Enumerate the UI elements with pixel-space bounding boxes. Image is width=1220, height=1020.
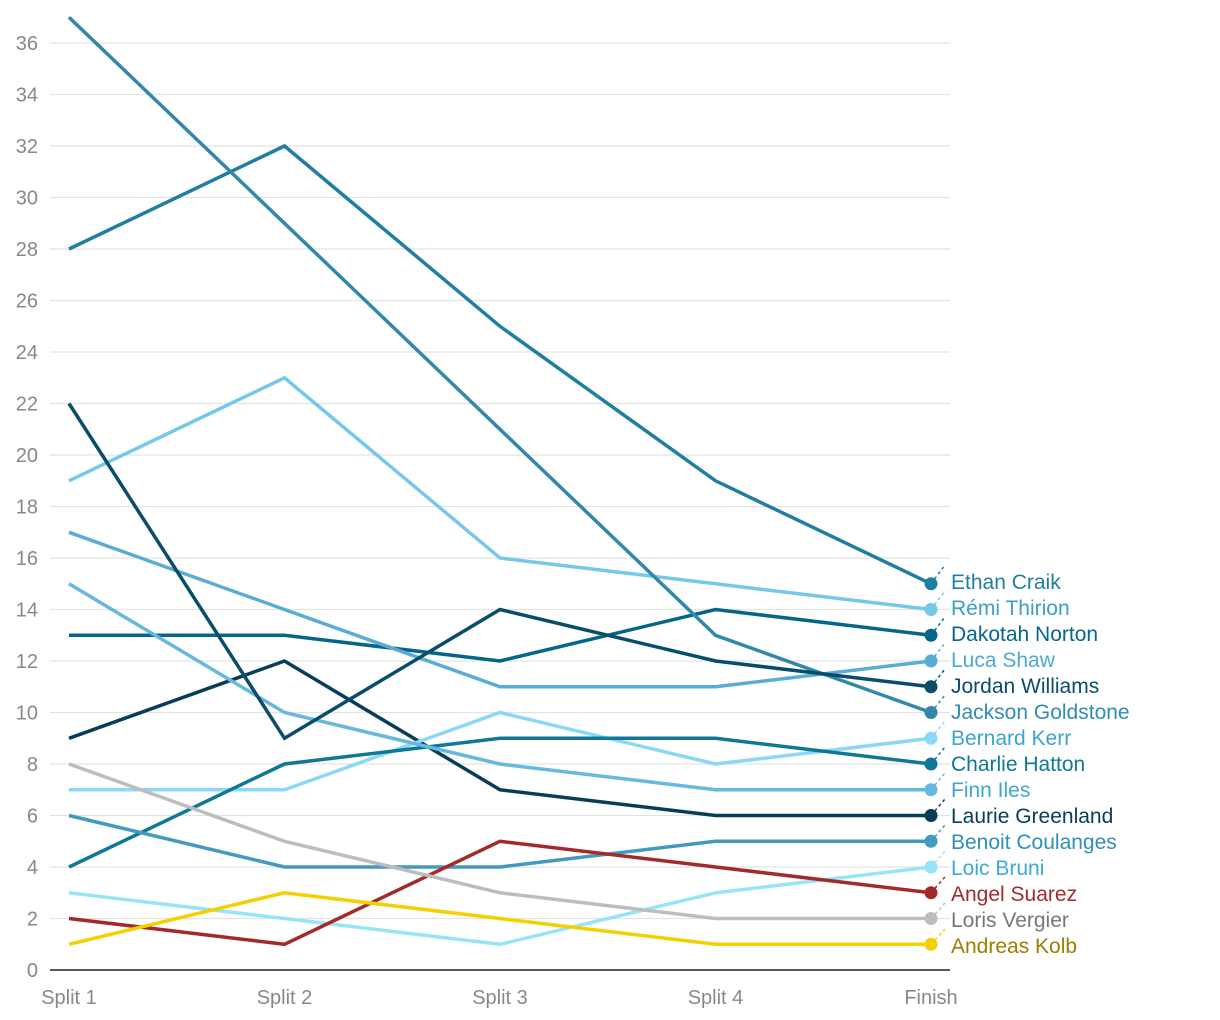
series-line-jackson-goldstone [67,16,932,715]
label-leader-jackson-goldstone [930,694,946,713]
series-label-luca-shaw: Luca Shaw [951,649,1056,672]
series-label-ethan-craik: Ethan Craik [951,571,1061,594]
series-end-labels: Ethan Craik Rémi Thirion Dakotah Norton Luc… [951,571,1130,958]
end-markers [924,577,938,951]
end-marker-loris-vergier [924,912,938,925]
end-marker-loic-bruni [924,860,938,874]
y-tick-label: 12 [16,651,38,673]
end-marker-remi-thirion [924,603,938,616]
end-marker-angel-suarez [924,886,938,900]
y-tick-label: 14 [16,600,38,622]
end-marker-dakotah-norton [924,628,938,642]
series-line-angel-suarez [68,839,932,947]
label-leader-ethan-craik [930,564,946,585]
x-tick-label: Split 2 [257,987,313,1009]
x-tick-label: Finish [904,987,957,1009]
series-label-jackson-goldstone: Jackson Goldstone [951,701,1130,724]
series-line-ethan-craik [68,143,932,586]
series-label-loic-bruni: Loic Bruni [951,857,1044,880]
series-label-jordan-williams: Jordan Williams [951,675,1099,698]
y-tick-label: 30 [16,188,38,210]
series-label-andreas-kolb: Andreas Kolb [951,935,1077,958]
series-line-charlie-hatton [68,736,932,869]
series-line-bernard-kerr [69,710,932,792]
end-marker-finn-iles [924,783,938,797]
series-line-remi-thirion [68,375,932,612]
series-line-andreas-kolb [68,891,931,947]
end-marker-benoit-coulanges [924,834,938,848]
series-line-loris-vergier [68,762,931,921]
series-label-laurie-greenland: Laurie Greenland [951,805,1113,828]
y-tick-label: 18 [16,497,38,519]
series-line-laurie-greenland [68,659,931,818]
y-tick-label: 10 [16,703,38,725]
label-leader-finn-iles [930,772,946,791]
series-label-loris-vergier: Loris Vergier [951,909,1069,932]
end-marker-ethan-craik [924,577,938,591]
y-tick-label: 22 [16,394,38,416]
series-line-finn-iles [68,582,931,792]
y-tick-label: 28 [16,239,38,261]
grid-lines [50,42,950,920]
series-label-dakotah-norton: Dakotah Norton [951,623,1098,646]
series-line-luca-shaw [68,530,932,689]
end-marker-bernard-kerr [924,731,938,745]
end-marker-jordan-williams [924,680,938,694]
x-axis-tick-labels: Split 1 Split 2 Split 3 Split 4 Finish [41,987,957,1009]
series-line-jordan-williams [67,402,932,741]
label-leader-luca-shaw [930,642,946,662]
y-tick-label: 36 [16,33,38,55]
end-marker-andreas-kolb [924,937,938,951]
x-tick-label: Split 3 [472,987,528,1009]
y-tick-label: 8 [27,754,38,776]
label-leader-lines [930,564,946,945]
series-label-remi-thirion: Rémi Thirion [951,597,1070,620]
y-tick-label: 24 [16,342,38,364]
series-lines [67,16,932,947]
label-leader-remi-thirion [930,590,946,610]
y-tick-label: 6 [27,806,38,828]
y-tick-label: 26 [16,291,38,313]
series-label-bernard-kerr: Bernard Kerr [951,727,1071,750]
end-marker-luca-shaw [924,654,938,668]
y-tick-label: 20 [16,445,38,467]
y-tick-label: 34 [16,85,38,107]
x-tick-label: Split 1 [41,987,97,1009]
series-label-finn-iles: Finn Iles [951,779,1030,802]
label-leader-laurie-greenland [930,798,946,816]
label-leader-bernard-kerr [930,720,946,739]
y-tick-label: 0 [27,960,38,982]
series-label-charlie-hatton: Charlie Hatton [951,753,1085,776]
end-marker-charlie-hatton [924,757,938,771]
series-label-benoit-coulanges: Benoit Coulanges [951,831,1117,854]
y-tick-label: 32 [16,136,38,158]
series-line-dakotah-norton [69,607,932,663]
y-tick-label: 2 [27,909,38,931]
label-leader-jordan-williams [930,668,946,688]
x-tick-label: Split 4 [688,987,744,1009]
y-tick-label: 4 [27,857,38,879]
label-leader-charlie-hatton [930,746,946,765]
series-label-angel-suarez: Angel Suarez [951,883,1077,906]
end-marker-jackson-goldstone [924,706,938,719]
label-leader-dakotah-norton [930,616,946,636]
end-marker-laurie-greenland [924,809,938,822]
series-line-benoit-coulanges [68,813,931,869]
y-tick-label: 16 [16,548,38,570]
